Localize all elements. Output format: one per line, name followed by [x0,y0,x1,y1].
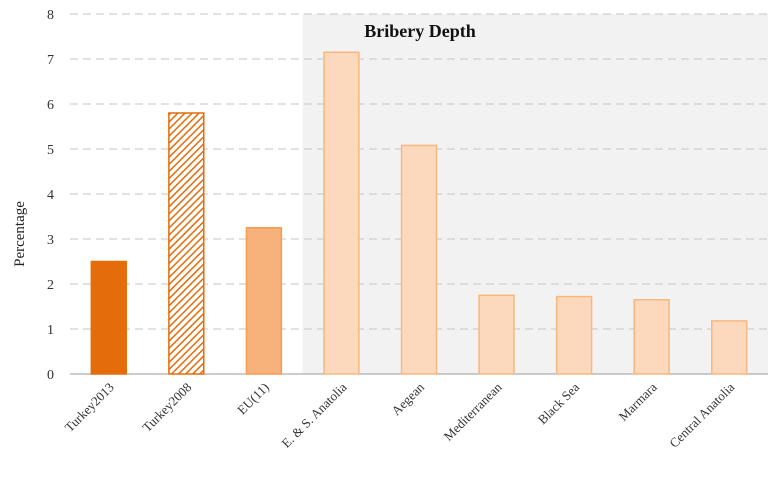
y-tick-label: 1 [47,323,54,338]
x-category-label: Central Anatolia [666,379,737,450]
y-tick-label: 5 [47,143,54,158]
y-axis-title: Percentage [12,201,28,267]
x-category-label: Turkey2008 [139,380,194,435]
x-category-label: Black Sea [535,379,583,427]
x-axis-category-labels: Turkey2013 Turkey2008 EU(11) E. & S. Anatol… [62,379,738,450]
y-tick-label: 6 [47,98,54,113]
x-category-label: Mediterranean [440,379,505,444]
x-category-label: Marmara [615,379,659,423]
bar-black-sea [555,295,593,375]
plot-background-band [302,14,768,374]
bar-aegean [400,144,438,375]
x-category-label: Aegean [388,379,427,418]
chart-title: Bribery Depth [364,21,476,41]
y-tick-label: 2 [47,278,54,293]
bar-central-anatolia [711,320,748,375]
x-category-label: Turkey2013 [62,380,117,435]
y-tick-label: 0 [47,368,54,383]
bar-marmara [633,299,670,375]
x-category-label: EU(11) [234,380,272,418]
y-tick-label: 3 [47,233,54,248]
bar-turkey2013 [90,260,127,375]
bar-mediterranean [478,294,515,375]
bar-e-s-anatolia [323,51,360,375]
y-tick-label: 4 [47,188,54,203]
bar-eu-11 [245,227,283,375]
bar-turkey2008 [168,112,205,375]
y-tick-label: 8 [47,8,54,23]
y-axis-ticks: 0 1 2 3 4 5 6 7 8 [47,8,54,383]
y-tick-label: 7 [47,53,54,68]
x-category-label: E. & S. Anatolia [278,379,349,450]
bars [90,51,748,375]
